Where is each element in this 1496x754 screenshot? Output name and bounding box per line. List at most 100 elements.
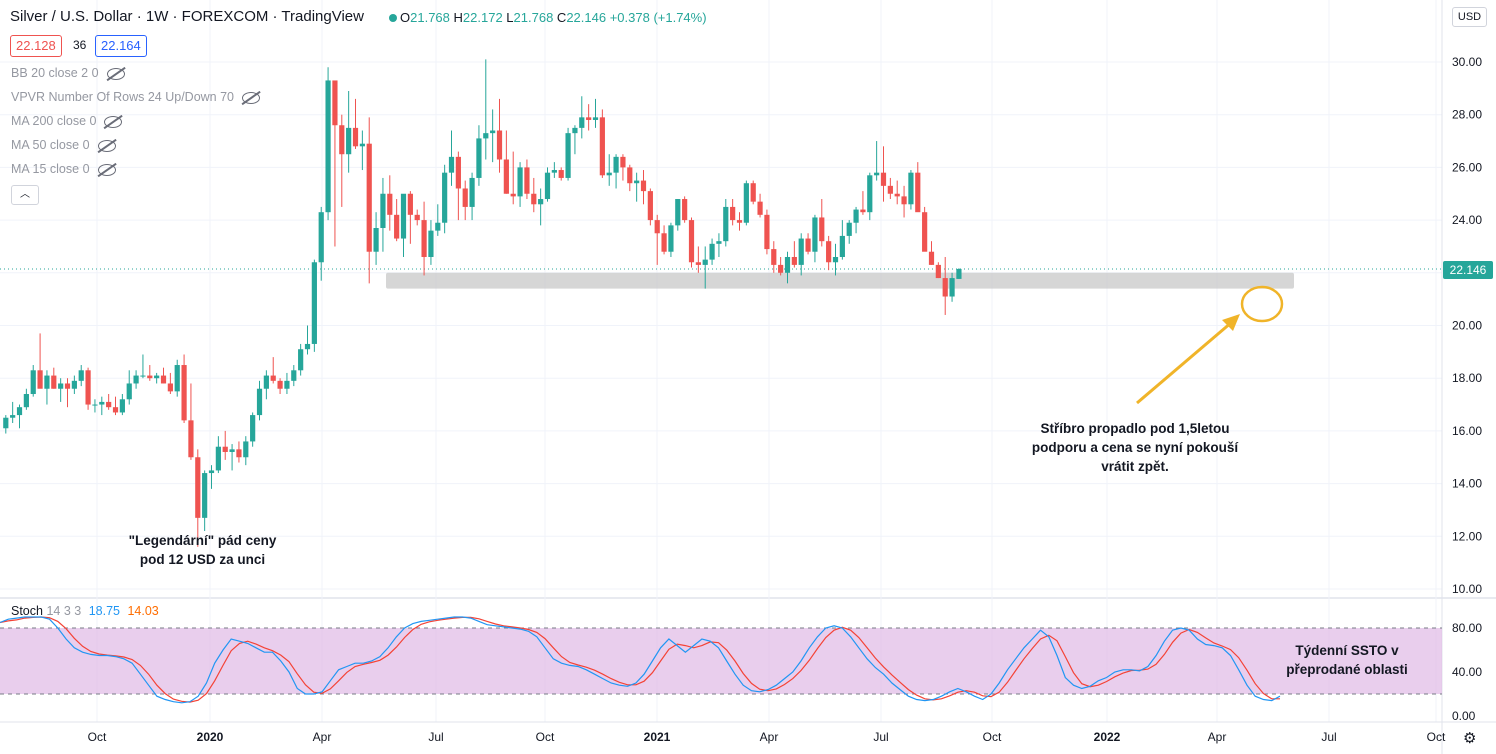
indicator-vpvr[interactable]: VPVR Number Of Rows 24 Up/Down 70 <box>11 90 261 104</box>
candle-body <box>58 383 64 389</box>
candle <box>3 415 9 434</box>
candle <box>250 412 256 447</box>
candle-body <box>250 415 256 442</box>
candle-body <box>455 156 461 189</box>
candle <box>284 372 290 395</box>
candle-body <box>23 394 29 408</box>
candle-body <box>469 177 475 207</box>
candle-body <box>202 473 208 518</box>
candle-body <box>640 180 647 192</box>
collapse-legend-button[interactable]: ︿ <box>11 185 39 205</box>
candle-body <box>709 243 715 260</box>
buy-price-button[interactable]: 22.164 <box>95 35 147 57</box>
stoch-legend[interactable]: Stoch 14 3 3 18.75 14.03 <box>11 604 159 618</box>
candle <box>606 154 612 186</box>
candle <box>915 162 921 213</box>
time-tick-label: Jul <box>428 730 443 744</box>
symbol-title[interactable]: Silver / U.S. Dollar · 1W · FOREXCOM · T… <box>10 8 364 25</box>
candle <box>359 130 365 171</box>
candle <box>668 222 674 257</box>
annotation-overlay <box>1136 285 1284 405</box>
candle-body <box>147 375 153 379</box>
indicator-bb[interactable]: BB 20 close 2 0 <box>11 66 125 80</box>
candle <box>263 370 269 400</box>
currency-select[interactable]: USD <box>1452 7 1487 27</box>
candle-body <box>819 217 825 242</box>
candle <box>901 185 907 218</box>
candle-body <box>702 259 708 265</box>
candle-body <box>119 399 125 413</box>
indicator-ma50[interactable]: MA 50 close 0 <box>11 138 116 152</box>
hidden-eye-icon[interactable] <box>97 139 116 152</box>
candle <box>599 109 605 178</box>
candle-body <box>826 241 832 263</box>
candle <box>709 238 715 265</box>
candle-body <box>304 343 311 350</box>
candle-body <box>647 191 653 221</box>
candle <box>483 59 489 160</box>
candle-body <box>51 375 57 389</box>
candle <box>935 262 941 279</box>
gear-icon[interactable]: ⚙ <box>1463 730 1477 747</box>
candle-body <box>503 159 509 194</box>
candle-body <box>880 172 887 186</box>
time-tick-label: Oct <box>536 730 555 744</box>
candle <box>167 372 173 395</box>
candle <box>839 220 845 260</box>
candle-body <box>538 199 544 205</box>
hidden-eye-icon[interactable] <box>104 115 123 128</box>
candle-body <box>284 380 290 389</box>
candle <box>147 365 153 381</box>
candle <box>291 365 297 387</box>
candle <box>469 172 475 221</box>
candle <box>819 199 825 247</box>
ssto-annotation: Týdenní SSTO v přeprodané oblasti <box>1286 643 1408 677</box>
candle-body <box>922 212 928 252</box>
candle-body <box>579 117 585 128</box>
candle-body <box>71 380 77 389</box>
candle-body <box>10 415 16 418</box>
price-tick-label: 26.00 <box>1452 160 1482 174</box>
grid <box>0 0 1496 722</box>
price-tick-label: 10.00 <box>1452 582 1482 596</box>
candle <box>428 220 434 265</box>
candle-body <box>908 172 914 205</box>
candle <box>894 180 900 205</box>
candle-body <box>956 268 962 279</box>
support-zone <box>386 272 1294 289</box>
candle <box>421 201 427 276</box>
indicator-ma200[interactable]: MA 200 close 0 <box>11 114 123 128</box>
candle-body <box>887 185 893 194</box>
candle-body <box>346 127 352 155</box>
candle <box>222 430 228 460</box>
sell-price-button[interactable]: 22.128 <box>10 35 62 57</box>
candle-body <box>874 172 880 176</box>
stoch-tick-label: 0.00 <box>1452 709 1476 723</box>
candle-body <box>867 175 873 213</box>
candle-body <box>688 220 695 263</box>
candle-body <box>243 441 249 458</box>
hidden-eye-icon[interactable] <box>97 163 116 176</box>
candle-body <box>935 264 941 279</box>
time-tick-label: Jul <box>873 730 888 744</box>
candle <box>476 125 482 186</box>
candle-body <box>531 193 537 205</box>
candle <box>311 259 317 352</box>
indicator-ma15[interactable]: MA 15 close 0 <box>11 162 116 176</box>
hidden-eye-icon[interactable] <box>106 67 125 80</box>
candle <box>188 383 194 460</box>
time-tick-label: 2020 <box>197 730 224 744</box>
candle <box>805 233 811 255</box>
candle <box>627 164 633 192</box>
candle-body <box>572 127 578 134</box>
candle <box>202 470 208 532</box>
candle <box>318 206 324 281</box>
candle-body <box>188 420 194 458</box>
candle-body <box>270 375 276 381</box>
candle <box>126 370 132 405</box>
candle <box>455 151 461 221</box>
candle <box>10 401 16 423</box>
hidden-eye-icon[interactable] <box>242 91 261 104</box>
candle-body <box>174 365 180 392</box>
